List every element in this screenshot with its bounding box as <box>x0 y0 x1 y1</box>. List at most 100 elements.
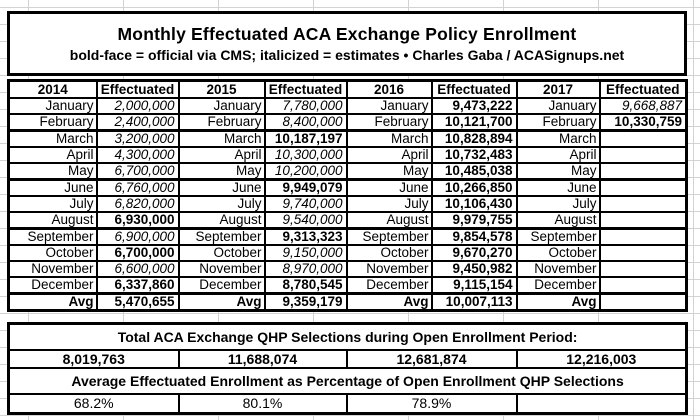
value-cell-2015-july[interactable]: 9,740,000 <box>263 195 348 213</box>
totals-table[interactable]: Total ACA Exchange QHP Selections during… <box>7 322 689 415</box>
month-cell-2017-january[interactable]: January <box>515 97 601 115</box>
month-cell-2016-april[interactable]: April <box>345 146 433 164</box>
value-cell-2016-august[interactable]: 9,979,755 <box>430 211 518 230</box>
month-cell-2016-october[interactable]: October <box>345 244 433 262</box>
month-cell-2015-january[interactable]: January <box>177 97 266 115</box>
value-cell-2017-january[interactable]: 9,668,887 <box>598 97 688 115</box>
col-header-2015[interactable]: 2015 <box>177 79 266 99</box>
month-cell-2017-february[interactable]: February <box>515 113 601 132</box>
value-cell-2015-may[interactable]: 10,200,000 <box>263 162 348 181</box>
month-cell-2015-november[interactable]: November <box>177 260 266 278</box>
month-cell-2016-june[interactable]: June <box>345 178 433 197</box>
value-cell-2014-april[interactable]: 4,300,000 <box>95 146 180 164</box>
month-cell-2017-april[interactable]: April <box>515 146 601 164</box>
month-cell-2016-december[interactable]: December <box>345 276 433 295</box>
value-cell-2016-october[interactable]: 9,670,270 <box>430 244 518 262</box>
effectuated-pct-2014[interactable]: 68.2% <box>7 393 180 415</box>
value-cell-2014-december[interactable]: 6,337,860 <box>95 276 180 295</box>
value-cell-2015-june[interactable]: 9,949,079 <box>263 178 348 197</box>
value-cell-2015-september[interactable]: 9,313,323 <box>263 227 348 246</box>
month-cell-2015-october[interactable]: October <box>177 244 266 262</box>
month-cell-2015-avg[interactable]: Avg <box>177 292 266 312</box>
month-cell-2017-september[interactable]: September <box>515 227 601 246</box>
value-cell-2014-avg[interactable]: 5,470,655 <box>95 292 180 312</box>
col-header-2014[interactable]: 2014 <box>7 79 98 99</box>
value-cell-2014-october[interactable]: 6,700,000 <box>95 244 180 262</box>
value-cell-2016-november[interactable]: 9,450,982 <box>430 260 518 278</box>
value-cell-2017-november[interactable] <box>598 260 688 278</box>
month-cell-2014-april[interactable]: April <box>7 146 98 164</box>
value-cell-2014-january[interactable]: 2,000,000 <box>95 97 180 115</box>
month-cell-2016-march[interactable]: March <box>345 129 433 148</box>
effectuated-pct-2017[interactable] <box>515 393 688 415</box>
month-cell-2014-september[interactable]: September <box>7 227 98 246</box>
month-cell-2014-august[interactable]: August <box>7 211 98 230</box>
effectuated-pct-2015[interactable]: 80.1% <box>177 393 348 415</box>
qhp-total-2016[interactable]: 12,681,874 <box>345 349 518 369</box>
month-cell-2017-july[interactable]: July <box>515 195 601 213</box>
value-cell-2016-june[interactable]: 10,266,850 <box>430 178 518 197</box>
col-header-2016[interactable]: 2016 <box>345 79 433 99</box>
value-cell-2016-september[interactable]: 9,854,578 <box>430 227 518 246</box>
value-cell-2015-december[interactable]: 8,780,545 <box>263 276 348 295</box>
month-cell-2017-may[interactable]: May <box>515 162 601 181</box>
value-cell-2016-avg[interactable]: 10,007,113 <box>430 292 518 312</box>
value-cell-2017-february[interactable]: 10,330,759 <box>598 113 688 132</box>
value-cell-2017-august[interactable] <box>598 211 688 230</box>
value-cell-2016-january[interactable]: 9,473,222 <box>430 97 518 115</box>
value-cell-2014-july[interactable]: 6,820,000 <box>95 195 180 213</box>
month-cell-2017-june[interactable]: June <box>515 178 601 197</box>
effectuated-percentage-header[interactable]: Average Effectuated Enrollment as Percen… <box>7 367 688 395</box>
value-cell-2017-may[interactable] <box>598 162 688 181</box>
value-cell-2015-august[interactable]: 9,540,000 <box>263 211 348 230</box>
month-cell-2014-january[interactable]: January <box>7 97 98 115</box>
value-cell-2016-march[interactable]: 10,828,894 <box>430 129 518 148</box>
month-cell-2015-june[interactable]: June <box>177 178 266 197</box>
month-cell-2016-august[interactable]: August <box>345 211 433 230</box>
value-cell-2017-december[interactable] <box>598 276 688 295</box>
month-cell-2014-december[interactable]: December <box>7 276 98 295</box>
value-cell-2016-april[interactable]: 10,732,483 <box>430 146 518 164</box>
col-header-effectuated-2014[interactable]: Effectuated <box>95 79 180 99</box>
col-header-effectuated-2016[interactable]: Effectuated <box>430 79 518 99</box>
value-cell-2017-september[interactable] <box>598 227 688 246</box>
value-cell-2017-july[interactable] <box>598 195 688 213</box>
month-cell-2015-march[interactable]: March <box>177 129 266 148</box>
value-cell-2014-march[interactable]: 3,200,000 <box>95 129 180 148</box>
value-cell-2015-october[interactable]: 9,150,000 <box>263 244 348 262</box>
qhp-total-2014[interactable]: 8,019,763 <box>7 349 180 369</box>
qhp-total-2015[interactable]: 11,688,074 <box>177 349 348 369</box>
month-cell-2016-july[interactable]: July <box>345 195 433 213</box>
value-cell-2014-may[interactable]: 6,700,000 <box>95 162 180 181</box>
month-cell-2014-february[interactable]: February <box>7 113 98 132</box>
value-cell-2014-september[interactable]: 6,900,000 <box>95 227 180 246</box>
month-cell-2015-may[interactable]: May <box>177 162 266 181</box>
month-cell-2014-october[interactable]: October <box>7 244 98 262</box>
month-cell-2015-april[interactable]: April <box>177 146 266 164</box>
month-cell-2014-july[interactable]: July <box>7 195 98 213</box>
value-cell-2015-april[interactable]: 10,300,000 <box>263 146 348 164</box>
month-cell-2015-september[interactable]: September <box>177 227 266 246</box>
month-cell-2014-march[interactable]: March <box>7 129 98 148</box>
value-cell-2016-december[interactable]: 9,115,154 <box>430 276 518 295</box>
month-cell-2016-may[interactable]: May <box>345 162 433 181</box>
month-cell-2014-avg[interactable]: Avg <box>7 292 98 312</box>
value-cell-2015-march[interactable]: 10,187,197 <box>263 129 348 148</box>
month-cell-2016-november[interactable]: November <box>345 260 433 278</box>
month-cell-2017-november[interactable]: November <box>515 260 601 278</box>
qhp-selections-header[interactable]: Total ACA Exchange QHP Selections during… <box>7 322 688 351</box>
month-cell-2017-december[interactable]: December <box>515 276 601 295</box>
value-cell-2017-march[interactable] <box>598 129 688 148</box>
value-cell-2015-january[interactable]: 7,780,000 <box>263 97 348 115</box>
value-cell-2017-october[interactable] <box>598 244 688 262</box>
month-cell-2014-june[interactable]: June <box>7 178 98 197</box>
month-cell-2017-october[interactable]: October <box>515 244 601 262</box>
value-cell-2016-july[interactable]: 10,106,430 <box>430 195 518 213</box>
month-cell-2017-march[interactable]: March <box>515 129 601 148</box>
month-cell-2017-avg[interactable]: Avg <box>515 292 601 312</box>
value-cell-2014-august[interactable]: 6,930,000 <box>95 211 180 230</box>
qhp-total-2017[interactable]: 12,216,003 <box>515 349 688 369</box>
value-cell-2015-february[interactable]: 8,400,000 <box>263 113 348 132</box>
month-cell-2015-july[interactable]: July <box>177 195 266 213</box>
month-cell-2017-august[interactable]: August <box>515 211 601 230</box>
